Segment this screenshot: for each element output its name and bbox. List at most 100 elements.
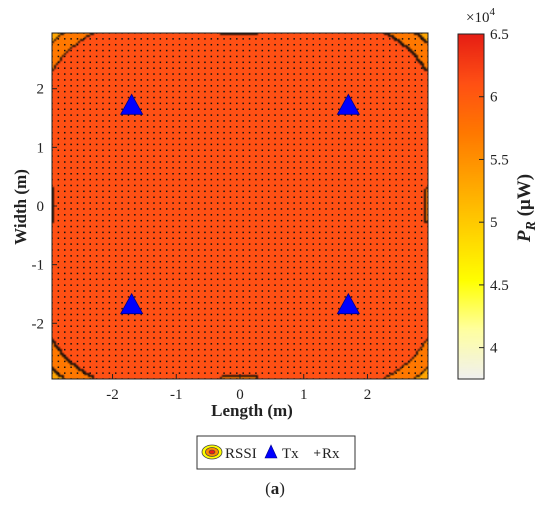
rx-point [287,120,289,122]
rx-point [338,114,340,116]
rx-point [159,243,162,245]
rx-point [261,348,264,351]
rx-point [95,284,98,286]
rx-point [159,343,162,345]
rx-point [357,90,359,93]
rx-point [261,284,264,286]
rx-point [102,61,104,64]
rx-point [344,149,346,152]
rx-point [363,225,366,228]
rx-point [114,190,117,193]
rx-point [312,167,315,169]
rx-point [140,219,142,222]
rx-point [114,348,117,351]
rx-point [64,319,66,322]
rx-point [140,225,142,228]
rx-point [108,67,111,69]
rx-point [76,243,79,245]
rx-point [363,243,366,245]
rx-point [83,325,85,327]
rx-point [197,190,200,193]
rx-point [318,325,321,327]
rx-point [210,225,213,228]
rx-point [274,331,276,333]
rx-point [401,208,404,210]
rx-point [102,266,104,269]
rx-point [357,255,359,257]
rx-point [83,237,85,239]
rx-point [280,354,283,357]
rx-point [159,354,162,357]
rx-point [318,143,321,146]
rx-point [293,343,295,345]
rx-point [172,366,174,369]
rx-point [318,208,321,210]
rx-point [197,90,200,93]
rx-point [420,73,423,75]
rx-point [369,114,372,116]
rx-point [350,372,353,374]
rx-point [414,49,416,52]
rx-point [408,161,410,163]
rx-point [248,290,251,292]
rx-point [191,161,193,163]
rx-point [146,302,149,304]
rx-point [140,307,142,310]
rx-point [363,120,366,122]
rx-point [127,366,130,369]
rx-point [369,190,372,193]
rx-point [64,120,66,122]
rx-point [376,202,378,204]
rx-point [153,260,155,263]
rx-point [185,143,187,146]
rx-point [64,354,66,357]
rx-point [64,161,66,163]
rx-point [76,196,79,198]
rx-point [274,155,276,157]
rx-point [312,372,315,374]
rx-point [267,313,270,316]
rx-point [261,366,264,369]
rx-point [357,67,359,69]
rx-point [242,243,244,245]
rx-point [159,38,162,40]
rx-point [76,237,79,239]
rx-point [210,331,213,333]
rx-point [395,55,397,58]
rx-point [389,348,391,351]
rx-point [178,208,181,210]
rx-point [64,167,66,169]
rx-point [236,67,238,69]
rx-point [312,360,315,363]
rx-point [108,96,111,99]
rx-point [255,354,257,357]
rx-point [369,73,372,75]
rx-point [338,126,340,128]
rx-point [83,214,85,216]
rx-point [197,290,200,292]
rx-point [127,67,130,69]
rx-point [261,190,264,193]
rx-point [344,372,346,374]
rx-point [274,231,276,234]
colorbar-tick-label: 5.5 [490,152,509,168]
rx-point [267,61,270,64]
rx-point [153,49,155,52]
rx-point [376,126,378,128]
rx-point [376,120,378,122]
rx-point [165,214,168,216]
rx-point [165,219,168,222]
rx-point [248,73,251,75]
rx-point [178,296,181,298]
rx-point [197,149,200,152]
rx-point [287,302,289,304]
rx-point [185,231,187,234]
rx-point [178,372,181,374]
rx-point [267,307,270,310]
rx-point [108,131,111,134]
rx-point [363,214,366,216]
rx-point [408,67,410,69]
rx-point [102,225,104,228]
rx-point [255,255,257,257]
rx-point [121,360,123,363]
